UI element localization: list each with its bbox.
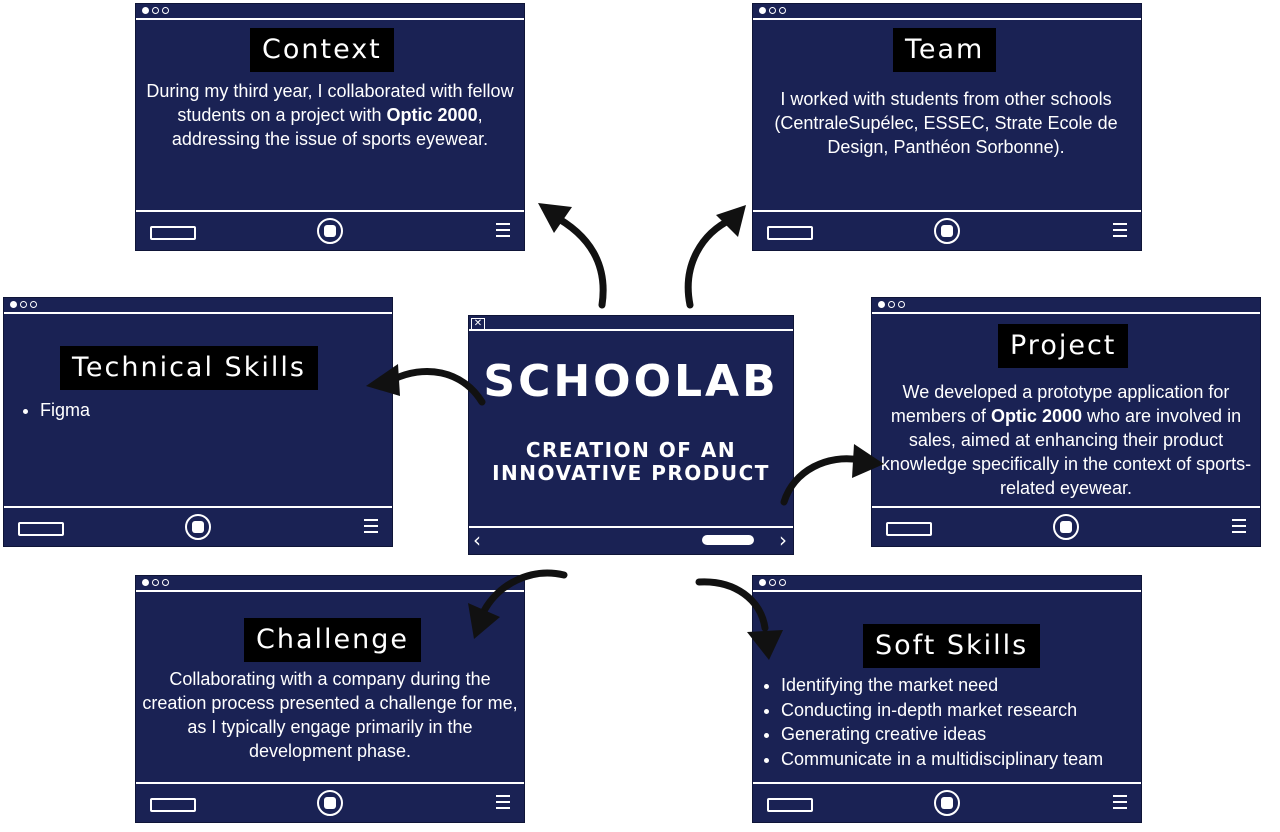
home-button-icon <box>317 218 343 244</box>
project-window: Project We developed a prototype applica… <box>872 298 1260 546</box>
technical-skills-title: Technical Skills <box>60 346 318 390</box>
soft-skills-window: Soft Skills Identifying the market need … <box>753 576 1141 822</box>
project-text-part: We developed a prototype application for… <box>890 382 1230 426</box>
window-titlebar <box>753 576 1141 592</box>
window-pill-icon <box>150 226 196 240</box>
window-dots-icon <box>759 579 786 586</box>
project-text: We developed a prototype application for… <box>872 380 1260 500</box>
window-pill-icon <box>767 226 813 240</box>
chevron-right-icon: › <box>779 528 787 552</box>
window-titlebar <box>136 576 524 592</box>
window-pill-icon <box>886 522 932 536</box>
context-bold: Optic 2000 <box>386 105 478 125</box>
project-text-part: who are involved in sales, aimed at enha… <box>880 406 1252 498</box>
hamburger-menu-icon <box>1232 519 1246 537</box>
slider-pill-icon <box>702 535 754 545</box>
context-window: Context During my third year, I collabor… <box>136 4 524 250</box>
window-pill-icon <box>18 522 64 536</box>
home-button-icon <box>317 790 343 816</box>
window-titlebar: ✕ <box>469 316 793 331</box>
schoolab-title: SCHOOLAB <box>483 356 779 407</box>
schoolab-window: ✕ SCHOOLAB CREATION OF AN INNOVATIVE PRO… <box>469 316 793 554</box>
team-text: I worked with students from other school… <box>774 89 1118 157</box>
window-dots-icon <box>10 301 37 308</box>
hamburger-menu-icon <box>1113 795 1127 813</box>
technical-skills-list: Figma <box>14 398 392 423</box>
hamburger-menu-icon <box>496 795 510 813</box>
window-titlebar <box>4 298 392 314</box>
arrow-to-team-icon <box>684 205 746 309</box>
soft-skills-list: Identifying the market need Conducting i… <box>755 673 1141 771</box>
arrow-to-soft-skills-icon <box>695 578 783 660</box>
window-bottombar <box>872 506 1260 546</box>
challenge-title: Challenge <box>244 618 421 662</box>
context-text: During my third year, I collaborated wit… <box>142 79 518 151</box>
window-pill-icon <box>767 798 813 812</box>
window-pill-icon <box>150 798 196 812</box>
context-text-part: , addressing the issue of sports eyewear… <box>171 105 489 149</box>
project-bold: Optic 2000 <box>990 406 1082 426</box>
close-icon: ✕ <box>471 318 485 330</box>
window-bottombar <box>753 782 1141 822</box>
challenge-text: Collaborating with a company during the … <box>142 669 518 761</box>
hamburger-menu-icon <box>496 223 510 241</box>
window-bottombar <box>4 506 392 546</box>
list-item: Figma <box>40 398 392 423</box>
context-title: Context <box>250 28 394 72</box>
home-button-icon <box>1053 514 1079 540</box>
window-bottombar <box>136 782 524 822</box>
arrow-to-technical-skills-icon <box>366 364 486 406</box>
window-dots-icon <box>142 7 169 14</box>
list-item: Conducting in-depth market research <box>781 698 1141 723</box>
challenge-window: Challenge Collaborating with a company d… <box>136 576 524 822</box>
list-item: Identifying the market need <box>781 673 1141 698</box>
arrow-to-context-icon <box>538 203 607 309</box>
arrow-to-challenge-icon <box>468 569 568 639</box>
arrow-to-project-icon <box>780 444 884 506</box>
window-titlebar <box>872 298 1260 314</box>
chevron-left-icon: ‹ <box>473 528 481 552</box>
window-dots-icon <box>759 7 786 14</box>
hamburger-menu-icon <box>364 519 378 537</box>
window-dots-icon <box>878 301 905 308</box>
project-title: Project <box>998 324 1129 368</box>
team-title: Team <box>893 28 997 72</box>
team-window: Team I worked with students from other s… <box>753 4 1141 250</box>
window-titlebar <box>753 4 1141 20</box>
window-dots-icon <box>142 579 169 586</box>
list-item: Generating creative ideas <box>781 722 1141 747</box>
schoolab-subtitle-line1: CREATION OF AN <box>525 438 737 462</box>
schoolab-subtitle-line2: INNOVATIVE PRODUCT <box>492 461 770 485</box>
window-titlebar <box>136 4 524 20</box>
soft-skills-title: Soft Skills <box>863 624 1041 668</box>
window-bottombar <box>753 210 1141 250</box>
home-button-icon <box>185 514 211 540</box>
context-text-part: During my third year, I collaborated wit… <box>146 81 514 125</box>
hamburger-menu-icon <box>1113 223 1127 241</box>
home-button-icon <box>934 790 960 816</box>
list-item: Communicate in a multidisciplinary team <box>781 747 1141 772</box>
window-bottombar: ‹ › <box>469 526 793 554</box>
technical-skills-window: Technical Skills Figma <box>4 298 392 546</box>
window-bottombar <box>136 210 524 250</box>
home-button-icon <box>934 218 960 244</box>
